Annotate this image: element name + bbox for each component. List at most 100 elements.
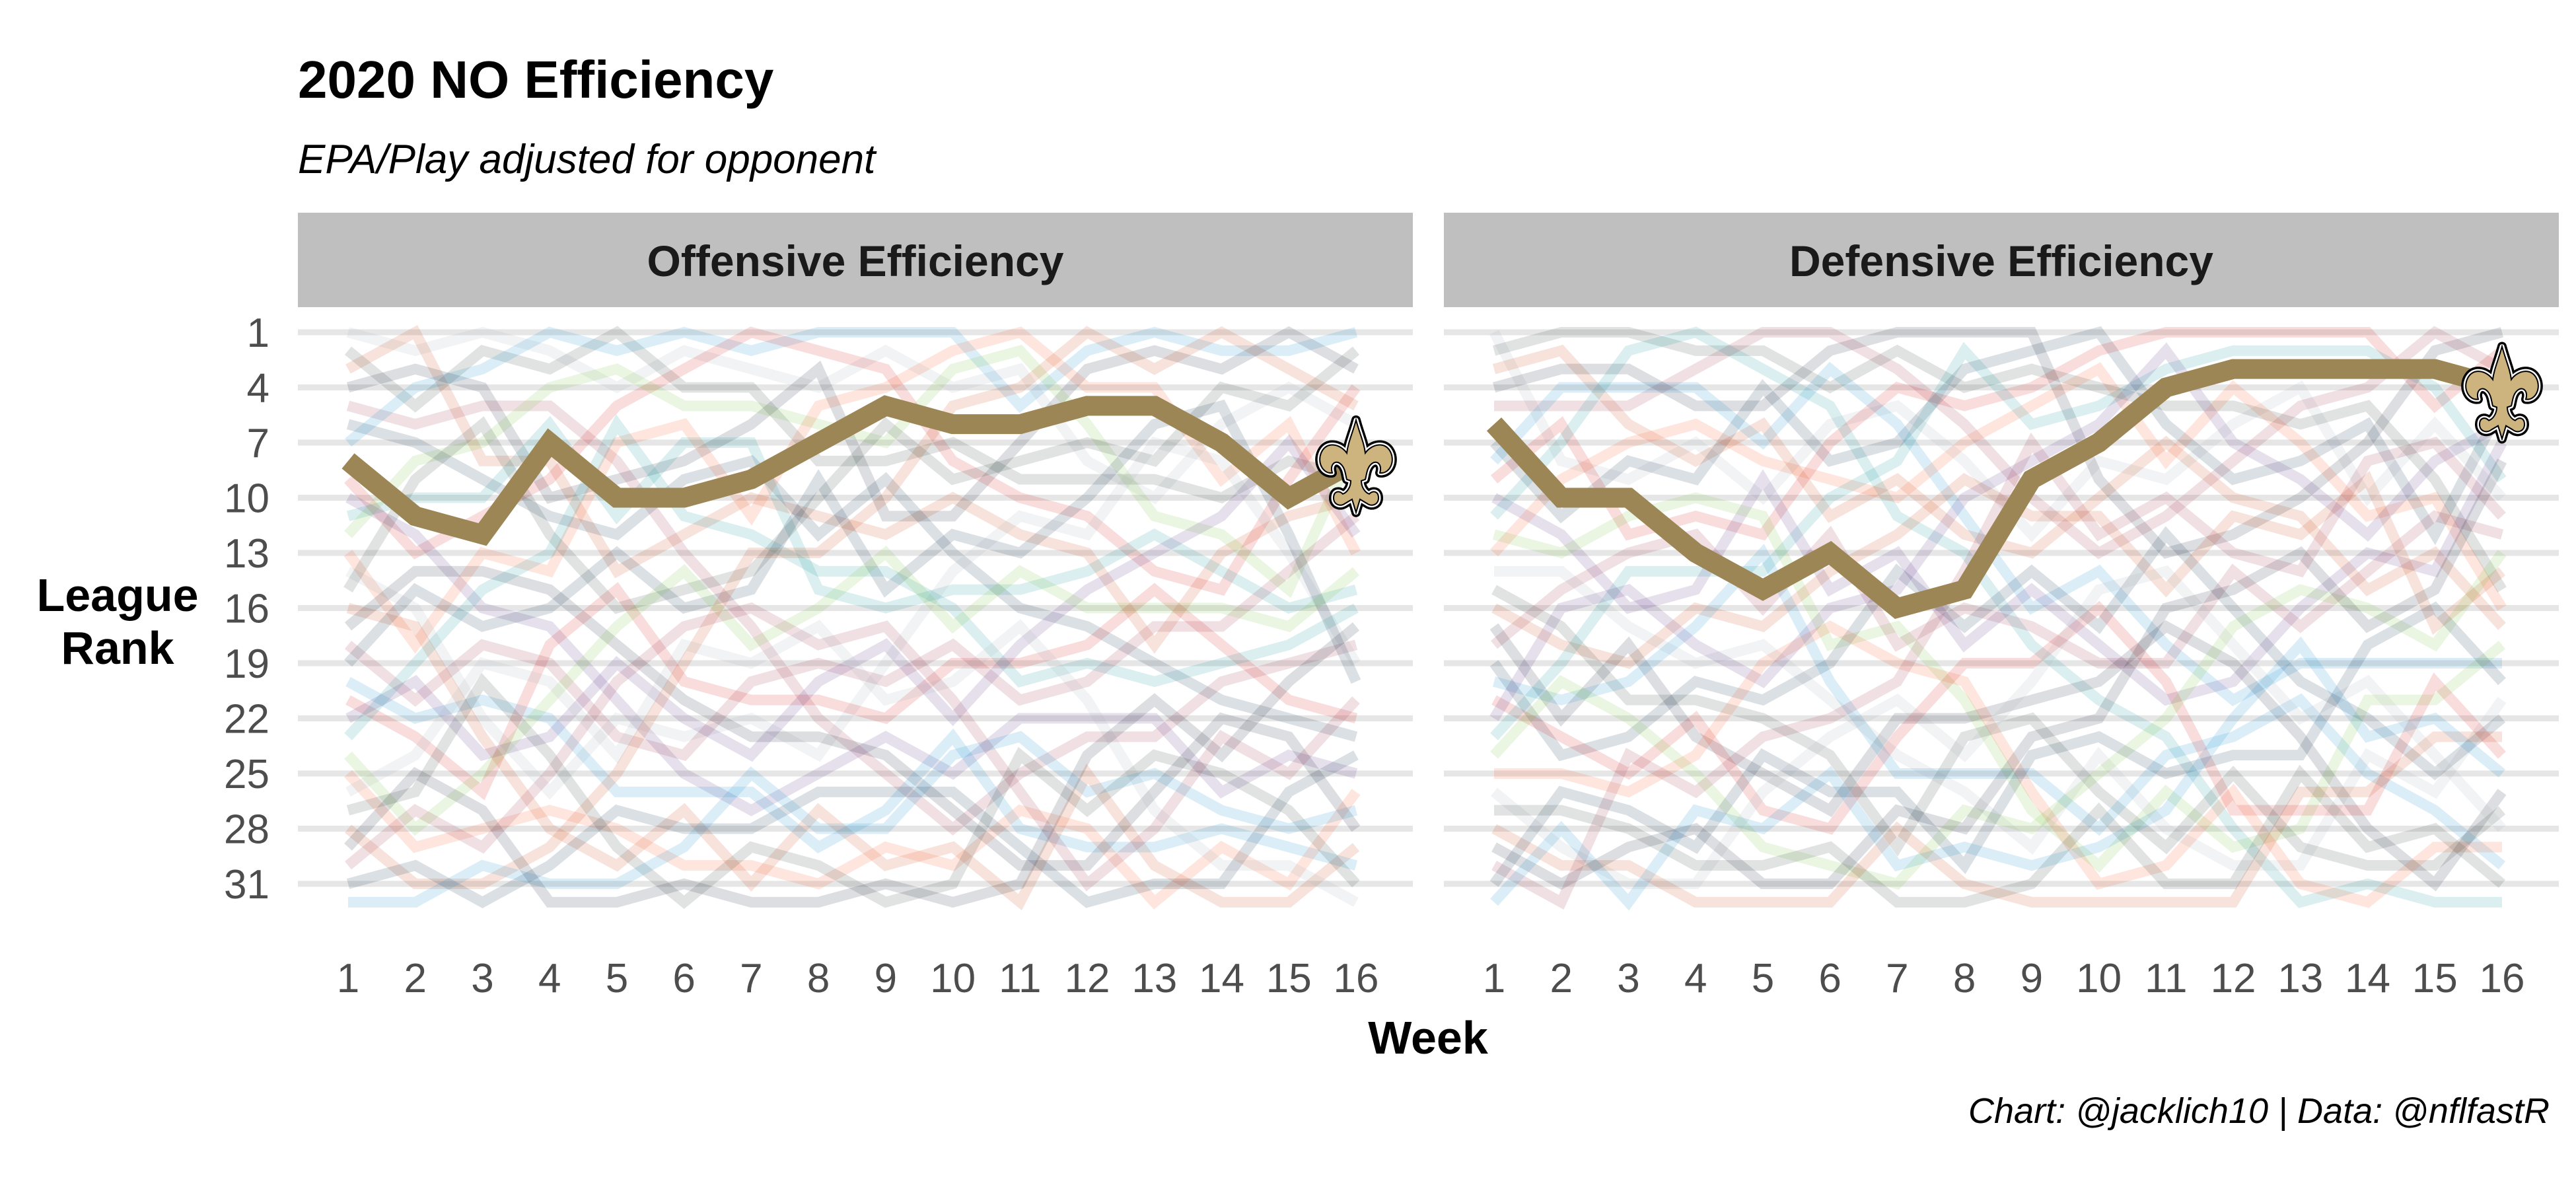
background-team-line [1491,600,2506,835]
background-team-line [344,326,1358,447]
strip-label-defensive: Defensive Efficiency [1789,236,2213,285]
strip-offensive [298,213,1413,307]
x-tick-label: 3 [471,956,493,1001]
background-team-line [345,434,1361,762]
logo-fill [1319,417,1393,515]
chart-caption: Chart: @jacklich10 | Data: @nflfastR [1968,1091,2550,1131]
highlight-line-offensive [341,395,1397,546]
y-axis-title-line1: League [36,569,198,621]
background-team-line [1489,342,2505,721]
x-tick-label: 15 [1266,956,1312,1001]
x-tick-label: 5 [606,956,628,1001]
y-tick-label: 16 [224,587,269,632]
x-tick-label: 1 [1483,956,1505,1001]
background-team-line [344,565,1361,871]
x-tick-label: 16 [1334,956,1379,1001]
x-tick-label: 13 [1131,956,1177,1001]
background-team-line [1492,492,2506,873]
background-team-line [1490,565,2506,889]
background-team-line [1489,601,2506,887]
background-team-line [1490,550,2507,890]
x-tick-label: 7 [740,956,762,1001]
background-team-line [1489,330,2506,543]
background-team-line [345,325,1358,654]
y-tick-label: 10 [224,476,269,522]
background-team-line [1491,432,2506,910]
y-tick-label: 19 [224,641,269,687]
background-team-line [346,415,1358,614]
x-tick-label: 6 [672,956,695,1001]
background-team-line [345,582,1358,801]
background-team-line [345,436,1361,800]
x-tick-label: 4 [538,956,561,1001]
background-team-line [346,602,1360,911]
x-tick-label: 11 [2145,956,2187,1001]
panel-defensive: Defensive Efficiency 1 2 3 4 5 6 7 8 9 10 11 12 13 14… [1444,213,2559,1001]
chart-title: 2020 NO Efficiency [298,50,774,109]
background-team-line [1492,327,2507,593]
background-team-line [346,750,1359,908]
x-tick-label: 8 [1953,956,1976,1001]
background-team-line [344,602,1360,892]
highlight-line-defensive [1486,342,2543,620]
background-team-line [346,400,1358,836]
background-team-line [345,676,1358,871]
background-team-line [1494,326,2505,559]
x-tick-label: 3 [1617,956,1639,1001]
x-ticks-offensive: 1 2 3 4 5 6 7 8 9 10 11 12 13 14 15 16 [337,956,1379,1001]
y-tick-label: 4 [247,366,269,412]
background-team-line [1492,327,2504,559]
panel-offensive: Offensive Efficiency 1 2 3 4 5 6 7 8 9 10 11 12 13 14… [298,213,1413,1001]
logo-fill [2465,343,2539,441]
y-axis-title-line2: Rank [61,622,174,674]
background-team-line [1491,470,2506,669]
background-team-line [1491,440,2507,706]
x-tick-label: 4 [1684,956,1707,1001]
background-team-line [344,414,1359,740]
background-team-line [344,770,1361,910]
strip-defensive [1444,213,2559,307]
y-tick-label: 13 [224,531,269,577]
x-tick-label: 6 [1818,956,1841,1001]
x-axis-title: Week [1368,1012,1488,1063]
background-team-line [345,493,1358,816]
background-team-line [345,619,1359,907]
x-tick-label: 9 [2021,956,2043,1001]
highlight-team-line [341,395,1361,546]
y-tick-label: 28 [224,807,269,853]
background-team-line [1494,764,2506,908]
x-tick-label: 10 [2076,956,2122,1001]
background-team-line [1489,620,2507,892]
team-logo-icon [1315,415,1397,517]
background-team-line [346,672,1360,910]
chart-subtitle: EPA/Play adjusted for opponent [298,137,877,182]
gridlines-offensive [298,329,1413,887]
x-tick-label: 8 [807,956,830,1001]
background-team-line [1490,362,2507,611]
strip-label-offensive: Offensive Efficiency [647,236,1064,285]
x-tick-label: 2 [1550,956,1572,1001]
background-team-line [1492,544,2506,870]
background-team-line [1490,361,2502,707]
x-tick-label: 12 [2211,956,2256,1001]
y-axis-ticks: 1 4 7 10 13 16 19 22 25 28 31 [224,310,269,908]
team-logo-icon [2461,342,2543,444]
background-team-line [348,731,1358,908]
x-tick-label: 10 [930,956,976,1001]
x-ticks-defensive: 1 2 3 4 5 6 7 8 9 10 11 12 13 14 15 16 [1483,956,2525,1001]
y-tick-label: 1 [247,310,269,356]
x-tick-label: 14 [2345,956,2390,1001]
background-team-lines-defensive [1489,326,2507,911]
x-tick-label: 13 [2277,956,2323,1001]
highlight-team-line [1486,359,2505,620]
background-team-line [1490,342,2507,740]
y-tick-label: 22 [224,697,269,742]
x-tick-label: 1 [337,956,359,1001]
background-team-line [1489,526,2506,781]
x-tick-label: 16 [2480,956,2525,1001]
x-tick-label: 15 [2412,956,2458,1001]
background-team-line [346,326,1359,505]
background-team-line [344,326,1358,504]
background-team-line [1494,565,2507,871]
